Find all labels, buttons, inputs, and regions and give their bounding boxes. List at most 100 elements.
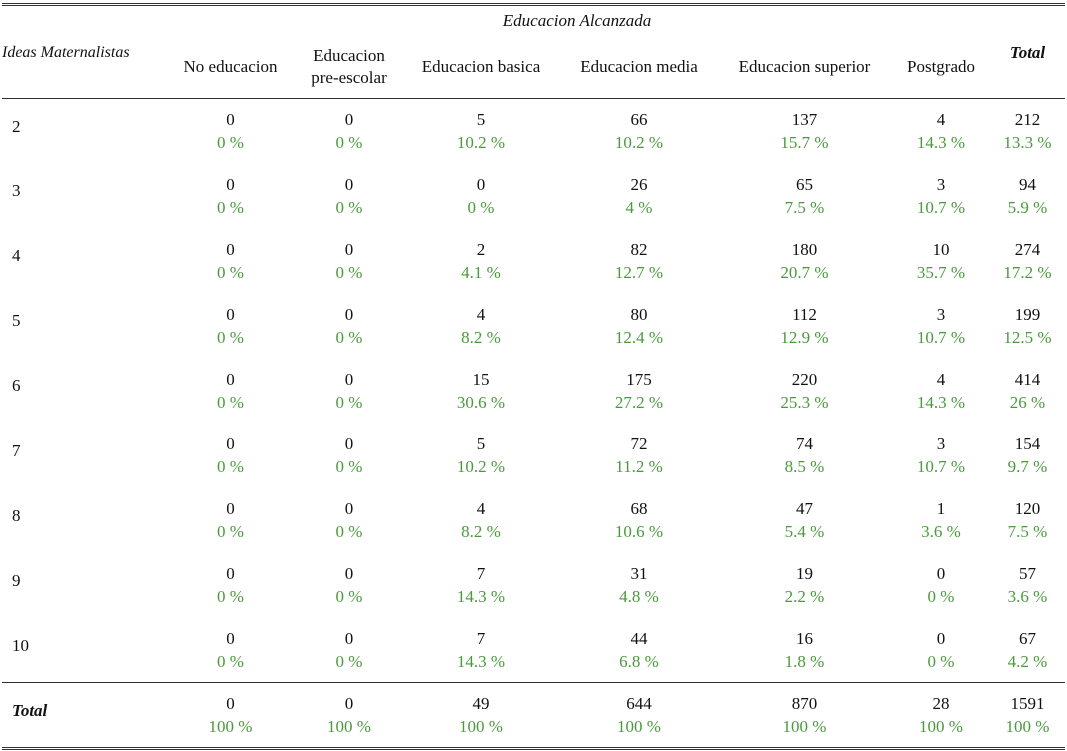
cell-count: 82 <box>630 239 648 259</box>
table-cell: 199 12.5 % <box>990 293 1065 358</box>
cell-percent: 14.3 % <box>916 392 966 412</box>
cell-percent: 0 % <box>335 457 363 477</box>
row-label: 2 <box>12 117 21 136</box>
cell-count: 65 <box>796 174 813 194</box>
cell-percent: 3.6 % <box>921 522 961 542</box>
cell-count: 137 <box>791 110 818 130</box>
table-cell: 94 5.9 % <box>990 163 1065 228</box>
cell-percent: 10.7 % <box>916 197 966 217</box>
column-header-postgrado: Postgrado <box>892 36 991 99</box>
cell-percent: 12.7 % <box>614 262 664 282</box>
group-header: Educacion Alcanzada <box>502 11 652 30</box>
cell-count: 4 <box>476 499 486 519</box>
cell-count: 0 <box>344 174 354 194</box>
table-cell: 414 26 % <box>990 358 1065 423</box>
cell-percent: 2.2 % <box>784 587 825 607</box>
cell-percent: 100 % <box>327 717 371 737</box>
group-header-row: Educacion Alcanzada <box>2 6 1065 36</box>
column-header-line: Educacion superior <box>738 57 871 76</box>
cell-percent: 0 % <box>335 262 363 282</box>
table-cell: 26 4 % <box>561 163 717 228</box>
cell-percent: 4 % <box>625 197 653 217</box>
cell-percent: 10.2 % <box>456 457 506 477</box>
cell-count: 199 <box>1014 304 1041 324</box>
cell-count: 0 <box>226 110 235 130</box>
table-cell: 28 100 % <box>892 682 991 748</box>
crosstab-table: Educacion Alcanzada Ideas Maternalistas … <box>2 6 1066 748</box>
row-label: 6 <box>12 376 21 396</box>
cell-count: 5 <box>476 110 486 130</box>
column-header-line: pre-escolar <box>311 68 387 87</box>
cell-percent: 0 % <box>217 457 244 477</box>
table-cell: 274 17.2 % <box>990 228 1065 293</box>
cell-count: 28 <box>932 694 950 714</box>
cell-count: 7 <box>476 628 486 648</box>
table-cell: 80 12.4 % <box>561 293 717 358</box>
column-header-total: Total <box>990 36 1066 99</box>
table-row: 10 0 0 % 0 0 % 7 14.3 % 44 6.8 % 16 1.8 % 0 0 % 67 4.2… <box>2 618 1065 683</box>
table-cell: 7 14.3 % <box>401 553 561 618</box>
cell-count: 16 <box>796 628 813 648</box>
cell-percent: 100 % <box>459 717 503 737</box>
cell-percent: 7.5 % <box>1007 522 1048 542</box>
table-cell: 3 10.7 % <box>892 163 990 228</box>
column-header-row: Ideas Maternalistas No educacion Educacio… <box>2 36 1066 99</box>
cell-percent: 12.4 % <box>614 327 664 347</box>
cell-percent: 0 % <box>335 651 363 671</box>
cell-percent: 0 % <box>335 197 363 217</box>
table-cell: 0 100 % <box>164 682 297 748</box>
table-cell: 4 14.3 % <box>892 99 990 164</box>
table-cell: 49 100 % <box>401 682 561 748</box>
table-cell: 1 3.6 % <box>892 488 990 553</box>
cell-count: 67 <box>1019 628 1037 648</box>
table-cell: 68 10.6 % <box>561 488 717 553</box>
cell-count: 0 <box>936 628 946 648</box>
cell-percent: 10.7 % <box>916 457 966 477</box>
table-cell: 15 30.6 % <box>401 358 561 423</box>
cell-count: 0 <box>344 434 354 454</box>
cell-percent: 0 % <box>217 197 244 217</box>
cell-percent: 100 % <box>1005 717 1050 737</box>
table-cell: 66 10.2 % <box>561 99 717 164</box>
cell-count: 7 <box>476 564 486 584</box>
cell-count: 26 <box>630 174 648 194</box>
table-cell: 7 14.3 % <box>401 618 561 683</box>
cell-count: 3 <box>936 434 946 454</box>
cell-percent: 4.2 % <box>1007 651 1048 671</box>
cell-percent: 20.7 % <box>780 262 829 282</box>
cell-count: 870 <box>791 694 818 714</box>
table-cell: 57 3.6 % <box>990 553 1065 618</box>
table-cell: 180 20.7 % <box>717 228 892 293</box>
table-cell: 120 7.5 % <box>990 488 1065 553</box>
row-label: 3 <box>12 181 21 201</box>
table-cell: 74 8.5 % <box>717 423 892 488</box>
table-cell: 4 8.2 % <box>401 488 561 553</box>
table-cell: 154 9.7 % <box>990 423 1065 488</box>
cell-percent: 25.3 % <box>780 392 829 412</box>
table-cell: 2 4.1 % <box>401 228 561 293</box>
cell-percent: 4.8 % <box>619 587 659 607</box>
cell-count: 0 <box>226 628 235 648</box>
cell-percent: 4.1 % <box>461 262 501 282</box>
cell-percent: 0 % <box>335 327 363 347</box>
row-label: 4 <box>12 246 21 266</box>
cell-count: 112 <box>792 304 817 324</box>
table-cell: 3 10.7 % <box>892 423 990 488</box>
cell-count: 31 <box>630 564 648 584</box>
total-row-label: Total <box>2 682 164 748</box>
column-header-line: Educacion media <box>580 57 698 76</box>
cell-count: 0 <box>226 564 235 584</box>
cell-percent: 17.2 % <box>1003 262 1052 282</box>
cell-count: 57 <box>1019 564 1037 584</box>
cell-count: 0 <box>226 369 235 389</box>
table-cell: 3 10.7 % <box>892 293 990 358</box>
table-cell: 870 100 % <box>717 682 892 748</box>
